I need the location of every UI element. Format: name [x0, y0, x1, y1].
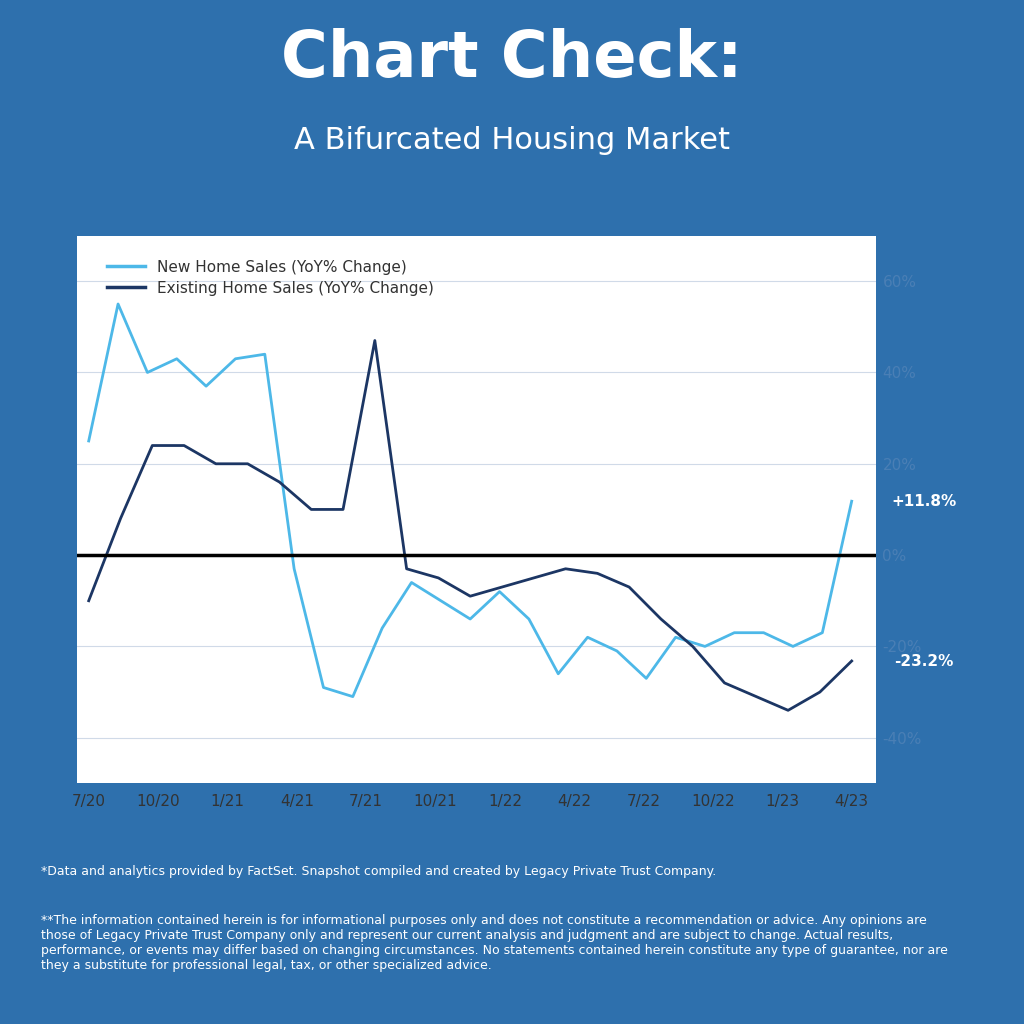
Legend: New Home Sales (YoY% Change), Existing Home Sales (YoY% Change): New Home Sales (YoY% Change), Existing H…	[100, 254, 440, 302]
Text: Chart Check:: Chart Check:	[282, 28, 742, 90]
Text: -23.2%: -23.2%	[894, 653, 953, 669]
Text: +11.8%: +11.8%	[891, 494, 956, 509]
Text: *Data and analytics provided by FactSet. Snapshot compiled and created by Legacy: *Data and analytics provided by FactSet.…	[41, 865, 716, 879]
Text: A Bifurcated Housing Market: A Bifurcated Housing Market	[294, 126, 730, 156]
Text: **The information contained herein is for informational purposes only and does n: **The information contained herein is fo…	[41, 913, 948, 972]
